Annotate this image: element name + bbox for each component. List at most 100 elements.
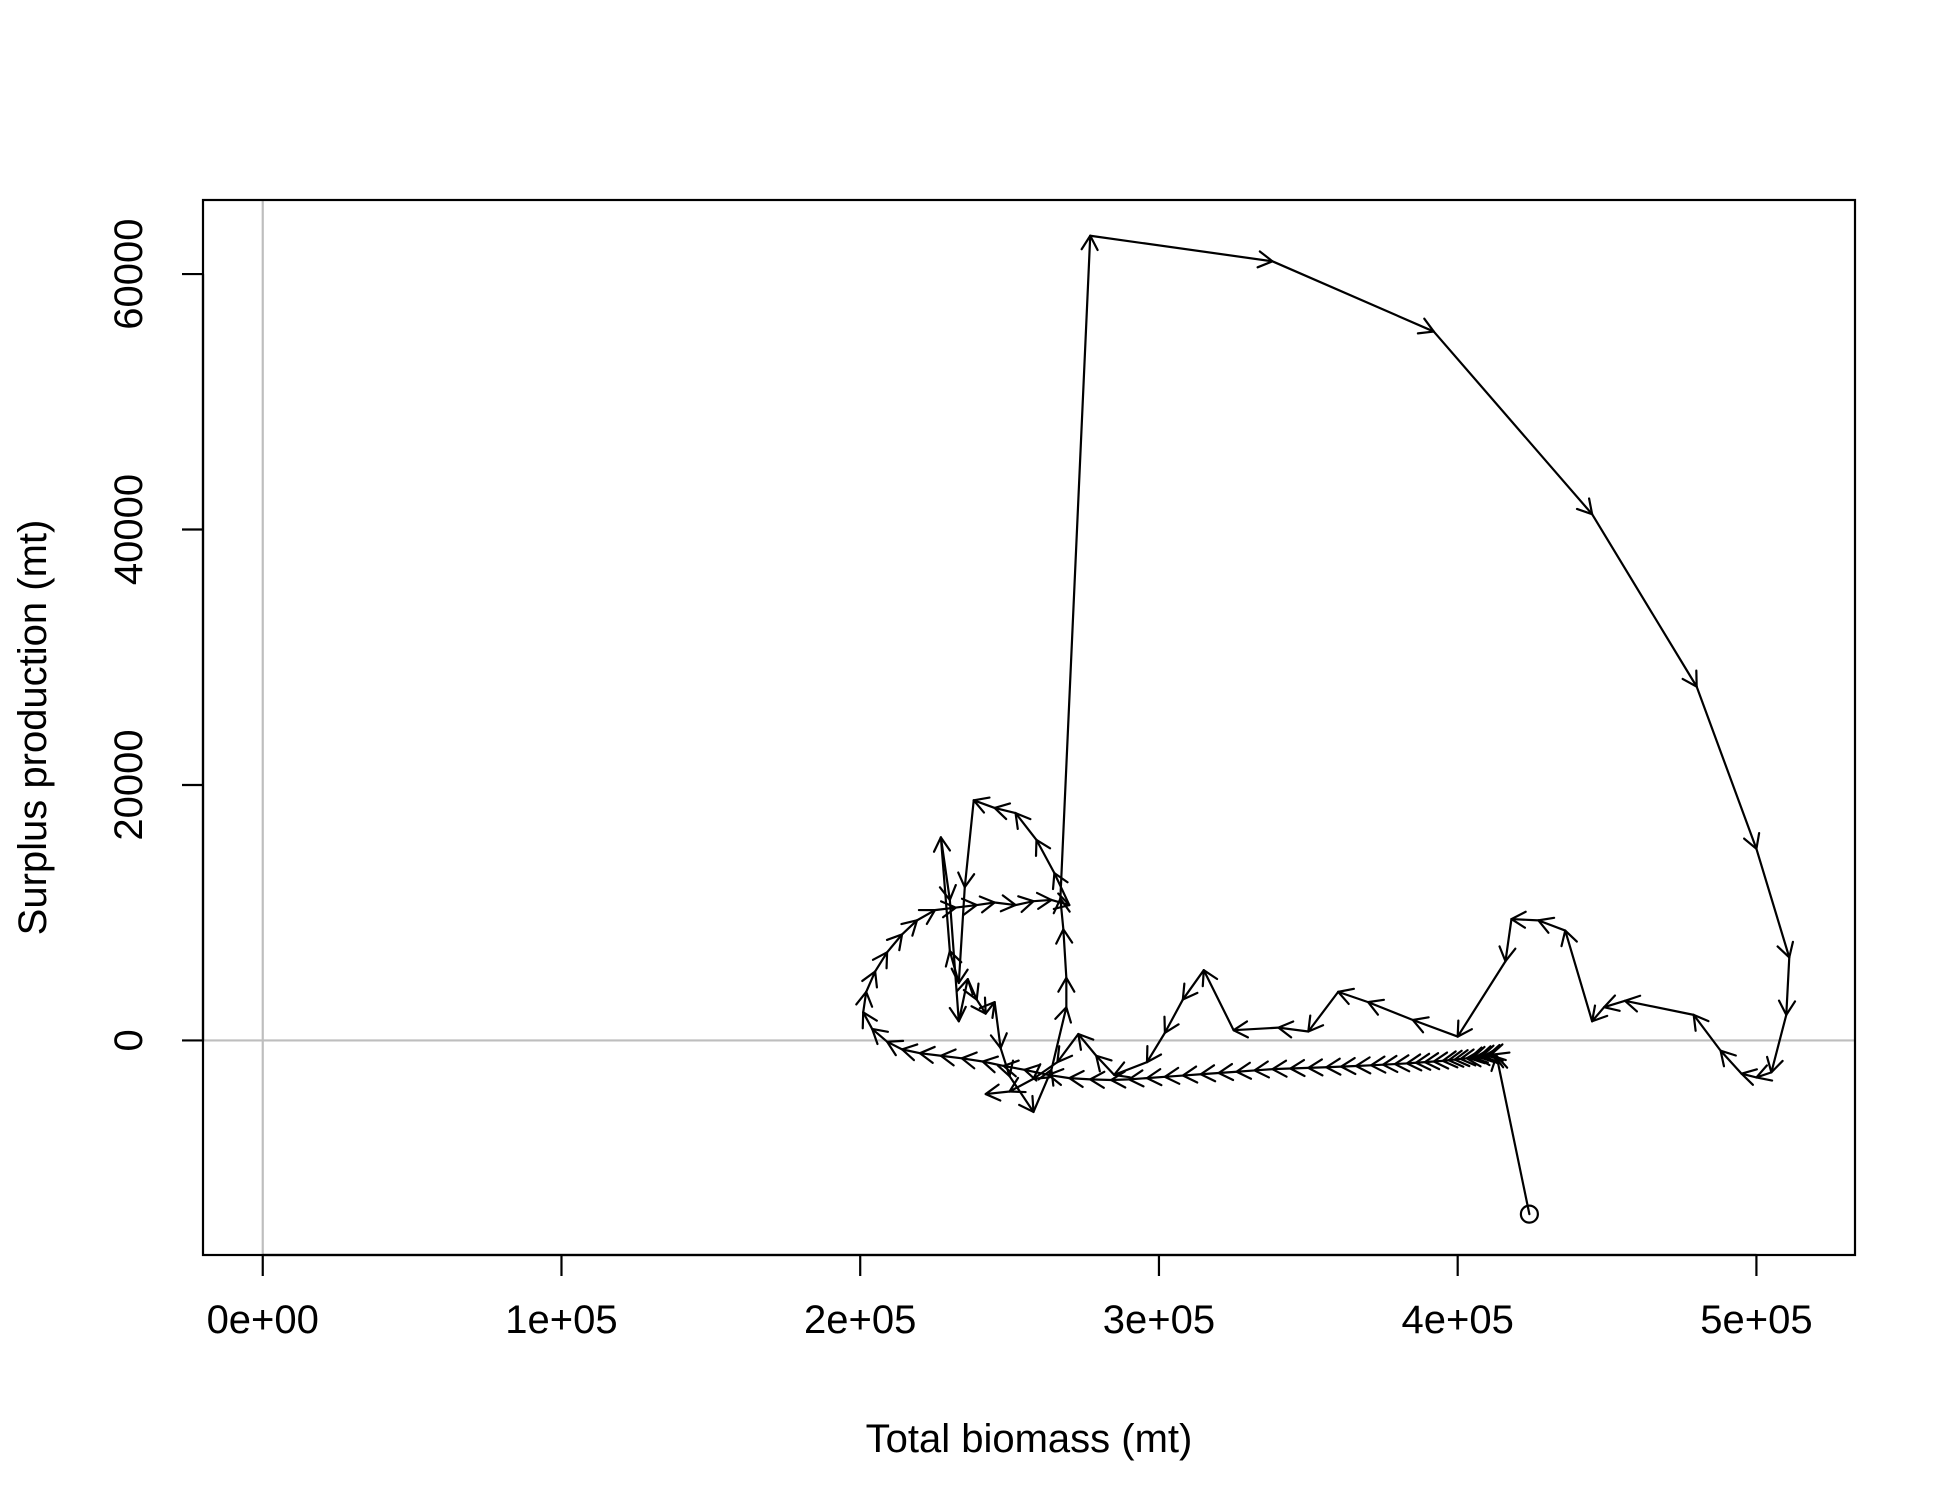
trajectory-arrow [1163,998,1184,1034]
trajectory-arrow [1510,910,1540,929]
trajectory-arrow [1034,838,1056,875]
y-tick-label: 0 [107,1029,151,1051]
trajectory-arrow [1068,1069,1092,1089]
trajectory-arrow [1089,234,1274,269]
trajectory-arrow [993,894,1017,913]
trajectory-arrow [1271,1059,1292,1078]
x-tick-label: 2e+05 [804,1298,916,1342]
trajectory-arrow [1456,960,1507,1038]
trajectory-arrow [1325,1057,1343,1076]
trajectory-arrow [1271,260,1435,335]
trajectory-arrow [861,1011,878,1031]
trajectory-arrow [900,919,919,937]
trajectory-arrow [1602,994,1627,1012]
plot-frame [201,198,1857,1257]
trajectory-arrow [1591,513,1698,688]
trajectory-arrow [861,970,879,993]
trajectory-arrow [1777,956,1797,1016]
trajectory-arrow [978,1001,996,1020]
trajectory-arrow [954,897,978,916]
y-tick-label: 60000 [107,218,151,329]
trajectory-arrow [1055,928,1074,979]
reference-lines [203,200,1855,1255]
trajectory-arrow [1719,1049,1743,1075]
trajectory-arrow [1089,1070,1113,1089]
trajectory-arrow [1253,1060,1274,1079]
start-point-marker [1519,1204,1539,1224]
trajectory-arrow [1163,1066,1184,1085]
trajectory-arrow [1432,330,1594,516]
trajectory-arrow [1490,1054,1531,1216]
trajectory-arrow [1560,929,1594,1023]
trajectory-arrow [1289,1058,1310,1078]
trajectory-arrow [1127,1069,1149,1088]
trajectory-arrow [918,1045,942,1064]
trajectory-arrow [981,1055,1005,1074]
x-tick-label: 5e+05 [1700,1298,1812,1342]
x-tick-label: 4e+05 [1402,1298,1514,1342]
y-tick-label: 20000 [107,729,151,840]
trajectory-arrow [996,1046,1015,1078]
x-axis-title: Total biomass (mt) [866,1417,1193,1461]
trajectory-arrow [900,1043,922,1062]
trajectory-arrow [1340,1056,1358,1076]
trajectory-arrow [1014,811,1038,841]
trajectory-arrow [1369,1055,1387,1074]
trajectory-arrow [1692,1013,1722,1052]
trajectory-arrow [1307,990,1340,1033]
trajectory-arrow [885,933,904,954]
trajectory-arrow [1181,969,1205,1001]
trajectory-arrow [871,951,889,973]
trajectory-arrow [1014,895,1035,914]
trajectory-arrow [1059,234,1099,900]
trajectory-arrow [1232,1020,1280,1039]
trajectory-arrow [960,1051,984,1070]
trajectory-arrow [1217,1062,1238,1082]
trajectory-arrow [975,895,996,914]
trajectory-arrow [915,908,936,926]
trajectory-arrow [1755,847,1795,959]
trajectory-arrow [1056,1032,1080,1064]
trajectory-arrow [1145,1068,1167,1087]
trajectory-arrow [1765,1013,1788,1074]
trajectory-arrow [886,1039,905,1057]
trajectory-arrow [1199,1064,1220,1083]
trajectory-arrow [1181,1065,1202,1084]
trajectory-arrow [1366,998,1414,1022]
trajectory-arrow [1201,969,1235,1032]
trajectory-arrow [1277,1020,1310,1039]
trajectory-arrow [993,802,1017,821]
trajectory-arrow [1537,916,1567,934]
trajectory-arrow [1145,1031,1167,1064]
trajectory-arrow [1740,1068,1758,1086]
trajectory-arrow [855,990,874,1014]
y-tick-label: 40000 [107,474,151,585]
trajectory-arrow [1307,1058,1328,1077]
trajectory-arrow [939,1048,963,1067]
trajectory-arrow [1623,994,1695,1016]
trajectory-arrow [932,836,952,953]
y-axis-title: Surplus production (mt) [11,520,55,936]
trajectory-arrow [1032,891,1053,910]
trajectory-arrow [1077,1032,1098,1057]
trajectory-arrow [1235,1061,1256,1080]
trajectory-arrow [1498,917,1517,963]
trajectory-arrow [1381,1054,1399,1074]
trajectory-arrow [1393,1054,1411,1073]
trajectory-arrow [1591,1004,1609,1023]
trajectory-arrow [972,796,996,814]
trajectory-arrow [984,1083,1011,1102]
y-axis: 0 20000 40000 60000 [107,218,205,1052]
trajectory-arrow [871,1027,889,1046]
x-tick-label: 0e+00 [207,1298,319,1342]
x-axis: 0e+00 1e+05 2e+05 3e+05 4e+05 5e+05 [207,1253,1813,1342]
series-layer [855,234,1797,1224]
trajectory-arrow [1337,987,1370,1006]
trajectory-arrow [1695,685,1761,850]
x-tick-label: 3e+05 [1103,1298,1215,1342]
trajectory-arrow [1411,1016,1459,1038]
trajectory-arrow [957,799,976,889]
trajectory-arrow [1057,976,1076,1009]
trajectory-arrow [1355,1056,1373,1075]
